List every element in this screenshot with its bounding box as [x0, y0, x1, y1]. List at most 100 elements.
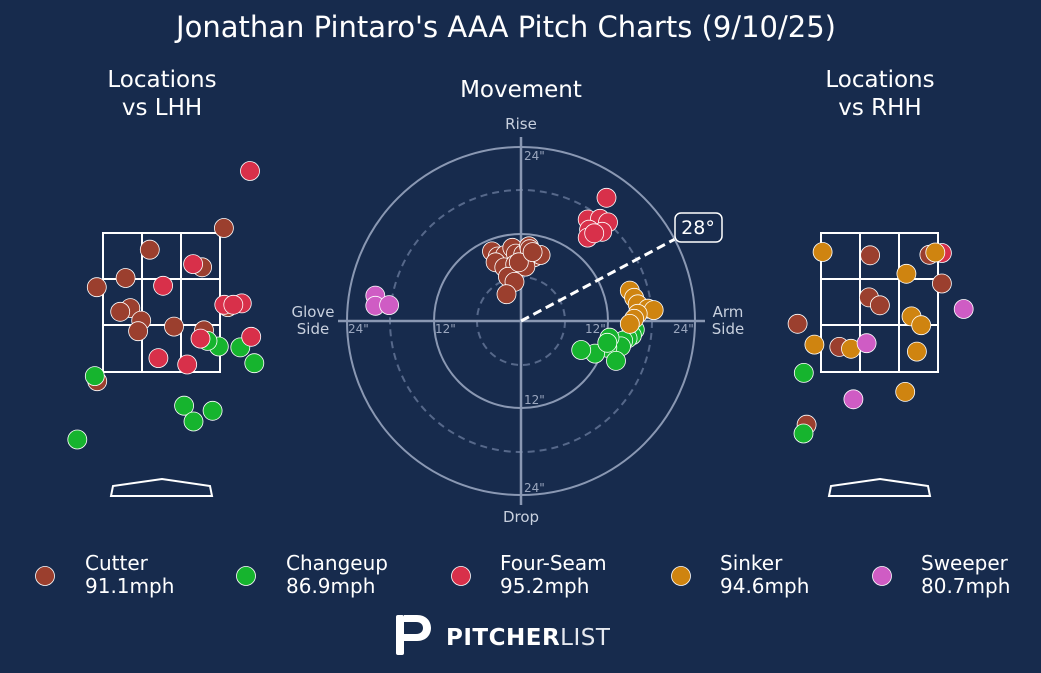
lhh-point-changeup-6	[183, 411, 204, 432]
rhh-point-cutter-1	[860, 245, 880, 266]
lhh-point-four-seam-2	[183, 254, 204, 275]
legend-item-cutter: Cutter 91.1mph	[35, 551, 174, 598]
rhh-point-cutter-6	[787, 313, 808, 334]
legend-name-four-seam: Four-Seam	[500, 551, 607, 575]
movement-point-changeup-9	[571, 340, 592, 360]
axis-label-glove-line2: Side	[297, 320, 329, 338]
rhh-point-changeup-1	[793, 362, 814, 383]
lhh-point-cutter-2	[213, 218, 234, 238]
rhh-point-sinker-8	[907, 341, 927, 362]
rhh-point-sweeper-2	[856, 333, 877, 354]
legend: Cutter 91.1mph Changeup 86.9mph Four-Sea…	[35, 551, 1010, 598]
rhh-title-line2: vs RHH	[838, 95, 921, 121]
movement-point-changeup-11	[597, 332, 618, 353]
movement-point-cutter-18	[508, 252, 529, 273]
rhh-home-plate	[827, 477, 932, 497]
rhh-title-line1: Locations	[825, 67, 934, 93]
ring-label-bottom: 24"	[524, 481, 545, 495]
pitcherlist-logo-icon	[396, 615, 431, 655]
rhh-point-sweeper-1	[953, 299, 974, 319]
rhh-point-sinker-6	[804, 334, 825, 355]
ring-label-left-outer: 24"	[348, 322, 369, 336]
legend-name-sweeper: Sweeper	[921, 551, 1009, 575]
lhh-title-line1: Locations	[107, 67, 216, 93]
legend-swatch-cutter	[35, 566, 55, 586]
legend-speed-sinker: 94.6mph	[720, 574, 809, 598]
legend-name-cutter: Cutter	[85, 551, 149, 575]
legend-speed-changeup: 86.9mph	[286, 574, 375, 598]
rhh-point-sweeper-3	[843, 389, 864, 410]
lhh-point-four-seam-1	[240, 161, 260, 181]
rhh-point-cutter-3	[932, 273, 952, 294]
arm-angle-label: 28°	[681, 217, 715, 239]
lhh-point-changeup-7	[67, 429, 88, 450]
lhh-point-four-seam-10	[177, 354, 198, 375]
ring-label-inner-bottom: 12"	[524, 393, 545, 407]
movement-point-changeup-10	[606, 350, 626, 371]
movement-point-cutter-16	[496, 284, 517, 305]
axis-label-drop: Drop	[503, 508, 539, 526]
rhh-point-sinker-9	[895, 381, 916, 402]
legend-swatch-sweeper	[872, 566, 892, 586]
rhh-point-sinker-5	[911, 315, 932, 336]
lhh-point-cutter-8	[128, 321, 149, 342]
movement-point-sinker-8	[619, 313, 640, 334]
rhh-points	[787, 242, 974, 444]
legend-swatch-sinker	[671, 566, 691, 586]
lhh-point-cutter-4	[86, 277, 107, 298]
legend-name-sinker: Sinker	[720, 551, 783, 575]
legend-name-changeup: Changeup	[286, 551, 388, 575]
lhh-panel: Locations vs LHH	[67, 67, 265, 497]
lhh-point-four-seam-6	[223, 294, 244, 315]
legend-item-changeup: Changeup 86.9mph	[236, 551, 388, 598]
lhh-point-four-seam-3	[153, 275, 174, 296]
movement-point-sweeper-3	[379, 295, 400, 316]
ring-label-right-outer: 24"	[673, 322, 694, 336]
rhh-panel: Locations vs RHH	[787, 67, 974, 497]
movement-panel: Movement 24" 24" 12" 24" 12" 12" 24" Ris…	[291, 77, 744, 526]
legend-swatch-four-seam	[451, 566, 471, 586]
arm-angle-label-box	[674, 212, 723, 243]
ring-label-left-inner: 12"	[435, 322, 456, 336]
legend-item-sinker: Sinker 94.6mph	[671, 551, 809, 598]
rhh-point-sinker-2	[896, 263, 917, 284]
lhh-point-cutter-1	[139, 239, 160, 260]
lhh-point-cutter-6	[110, 301, 131, 322]
lhh-point-changeup-4	[174, 395, 195, 416]
movement-point-cutter-19	[522, 242, 543, 263]
movement-point-four-seam-8	[584, 223, 605, 244]
lhh-home-plate	[109, 477, 214, 497]
movement-points	[365, 187, 664, 371]
legend-speed-cutter: 91.1mph	[85, 574, 174, 598]
lhh-point-changeup-9	[244, 353, 265, 374]
pitcherlist-logo: PITCHERLIST	[396, 615, 611, 655]
axis-label-arm-line2: Side	[712, 320, 744, 338]
lhh-point-cutter-3	[115, 268, 136, 288]
rhh-point-sinker-3	[925, 242, 946, 263]
ring-label-right-inner: 12"	[585, 322, 606, 336]
rhh-point-sinker-1	[812, 242, 833, 262]
legend-item-four-seam: Four-Seam 95.2mph	[451, 551, 607, 598]
axis-label-arm-line1: Arm	[713, 303, 744, 321]
axis-label-glove-line1: Glove	[291, 303, 334, 321]
legend-speed-four-seam: 95.2mph	[500, 574, 589, 598]
movement-point-four-seam-1	[596, 187, 617, 208]
ring-label-top: 24"	[524, 149, 545, 163]
legend-swatch-changeup	[236, 566, 256, 586]
rhh-point-changeup-2	[793, 423, 814, 444]
lhh-point-changeup-3	[84, 366, 105, 387]
lhh-point-changeup-5	[202, 400, 223, 421]
rhh-point-cutter-5	[870, 295, 890, 316]
figure-title: Jonathan Pintaro's AAA Pitch Charts (9/1…	[174, 10, 836, 44]
arm-angle-line	[520, 237, 676, 323]
pitcherlist-logo-light: LIST	[560, 625, 611, 651]
axis-label-rise: Rise	[505, 115, 537, 133]
lhh-point-cutter-9	[164, 316, 184, 337]
pitcherlist-logo-bold: PITCHER	[446, 625, 560, 651]
legend-speed-sweeper: 80.7mph	[921, 574, 1010, 598]
legend-item-sweeper: Sweeper 80.7mph	[872, 551, 1010, 598]
lhh-point-four-seam-9	[148, 348, 169, 369]
pitcherlist-logo-text: PITCHERLIST	[446, 625, 611, 651]
lhh-points	[67, 161, 265, 450]
